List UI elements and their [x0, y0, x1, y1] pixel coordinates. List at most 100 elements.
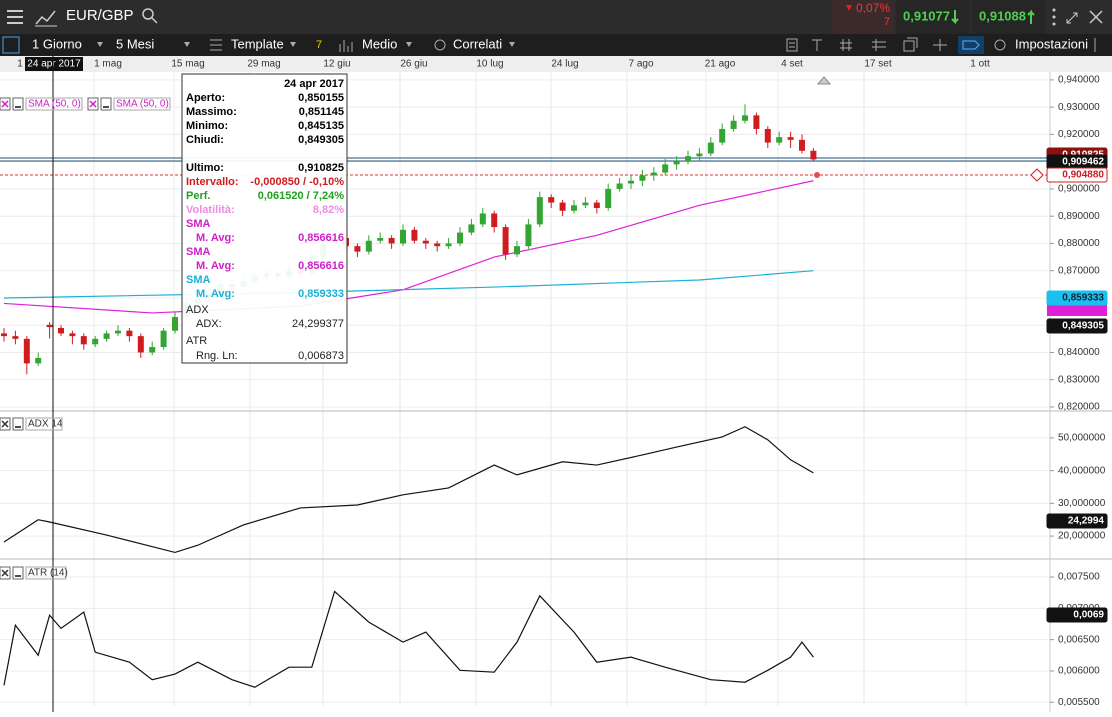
candle-body	[628, 180, 634, 184]
candle-body	[707, 142, 714, 154]
candle-body	[365, 240, 372, 252]
ask[interactable]: 0,91088	[979, 8, 1026, 23]
candle-body	[58, 327, 64, 334]
badge: 7	[316, 39, 322, 51]
remove-icon	[1, 100, 9, 108]
remove-icon	[1, 569, 9, 577]
related[interactable]: Correlati	[453, 36, 502, 51]
collapse-button[interactable]	[12, 417, 24, 431]
legend-label: ATR (14)	[28, 568, 68, 579]
date-axis	[0, 56, 1112, 72]
candle-body	[377, 238, 384, 241]
candle-body	[468, 224, 475, 233]
date-label: 21 ago	[705, 59, 736, 70]
list-button[interactable]	[2, 36, 20, 54]
symbol[interactable]: EUR/GBP	[66, 7, 134, 24]
tooltip-label: Aperto:	[186, 92, 225, 104]
price-tag-label: 0,904880	[1062, 170, 1104, 181]
candle-body	[126, 330, 133, 337]
candle-body	[411, 229, 418, 241]
y-tick-label: 0,840000	[1058, 347, 1100, 358]
more-button[interactable]	[1052, 8, 1056, 26]
collapse-button[interactable]	[100, 97, 112, 111]
bid-box[interactable]	[896, 0, 970, 34]
candle-body	[46, 324, 53, 328]
candle-body	[137, 336, 144, 353]
tooltip-label: SMA	[186, 246, 211, 258]
candle-body	[536, 197, 543, 225]
y-tick-label: 0,930000	[1058, 102, 1100, 113]
legend-box	[25, 566, 67, 580]
last-point	[814, 172, 820, 178]
tooltip-value: 0,061520 / 7,24%	[258, 190, 344, 202]
down-arrow	[846, 5, 852, 11]
candle-body	[650, 172, 657, 176]
candle-body	[23, 338, 30, 364]
candle-body	[12, 336, 19, 339]
remove-icon	[1, 420, 9, 428]
legend-box	[25, 97, 83, 111]
price-tag-label: 0,909462	[1062, 157, 1104, 168]
candle-body	[514, 246, 520, 255]
level-diamond	[1030, 168, 1044, 182]
active-tool[interactable]	[958, 36, 984, 54]
legend-label: ADX 14	[28, 419, 63, 430]
candle-body	[571, 205, 577, 211]
candle-body	[753, 115, 760, 129]
y-tick-label: 0,830000	[1058, 374, 1100, 385]
close-button[interactable]	[1089, 10, 1103, 24]
ask-box[interactable]	[972, 0, 1046, 34]
cursor-date: 24 apr 2017	[27, 59, 81, 70]
candle-body	[92, 338, 99, 345]
tooltip-value: 0,856616	[298, 260, 344, 272]
template[interactable]: Template	[231, 36, 284, 51]
tool-icons[interactable]	[786, 37, 947, 52]
price-tag	[1046, 318, 1108, 334]
price-tag-label: 24,2994	[1068, 516, 1105, 527]
chart-type-button[interactable]	[35, 10, 57, 27]
candle-body	[593, 202, 600, 209]
tooltip-label: Rng. Ln:	[196, 350, 238, 362]
style-icon	[339, 40, 353, 52]
tooltip-label: SMA	[186, 274, 211, 286]
search-button[interactable]	[142, 8, 158, 24]
remove-icon	[89, 100, 97, 108]
dropdown	[97, 42, 103, 47]
price-tag	[1046, 513, 1108, 529]
collapse-button[interactable]	[12, 566, 24, 580]
candle-body	[742, 115, 748, 121]
template-icon	[210, 39, 222, 51]
candle-body	[69, 333, 76, 337]
candle-body	[776, 137, 783, 143]
marker	[816, 76, 832, 85]
date-label: 4 set	[781, 59, 803, 70]
menu-button[interactable]	[0, 0, 30, 34]
collapse-button[interactable]	[12, 97, 24, 111]
tooltip-label: Minimo:	[186, 120, 228, 132]
y-tick-label: 0,900000	[1058, 184, 1100, 195]
date-label: 26 giu	[400, 59, 427, 70]
candle-body	[457, 232, 463, 244]
range[interactable]: 5 Mesi	[116, 36, 154, 51]
candle-body	[479, 213, 486, 225]
y-tick-label: 0,920000	[1058, 129, 1100, 140]
style[interactable]: Medio	[362, 36, 397, 51]
y-tick-label: 0,890000	[1058, 211, 1100, 222]
date-label: 10 lug	[476, 59, 503, 70]
expand-button[interactable]	[1066, 12, 1078, 24]
settings[interactable]: Impostazioni	[1015, 36, 1088, 51]
y-tick-label: 0,870000	[1058, 265, 1100, 276]
y-tick-label: 0,006500	[1058, 634, 1100, 645]
tooltip-label: SMA	[186, 218, 211, 230]
date-label: 1 ott	[970, 59, 990, 70]
indicator-line	[3, 270, 814, 299]
bid[interactable]: 0,91077	[903, 8, 950, 23]
candle-body	[502, 227, 509, 255]
change-box	[832, 0, 894, 34]
candle-body	[80, 336, 87, 345]
interval[interactable]: 1 Giorno	[32, 36, 82, 51]
toolbar	[0, 34, 1112, 56]
tooltip-value: 8,82%	[313, 204, 344, 216]
change-sub: 7	[884, 16, 890, 28]
tooltip-value: 24,299377	[292, 318, 344, 330]
